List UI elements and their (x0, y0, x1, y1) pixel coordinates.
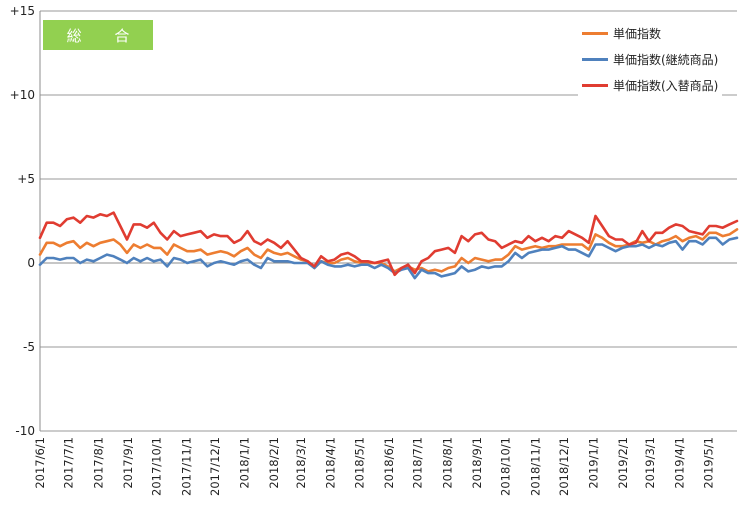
legend-item-unit-price-index: 単価指数 (582, 20, 718, 46)
x-tick-label: 2018/4/1 (324, 437, 338, 489)
x-tick-label: 2018/9/1 (470, 437, 484, 489)
x-tick-label: 2019/1/1 (587, 437, 601, 489)
gridlines (40, 10, 737, 432)
x-tick-label: 2018/11/1 (528, 437, 542, 496)
y-tick-label: -5 (23, 340, 35, 354)
x-tick-label: 2018/2/1 (267, 437, 281, 489)
x-tick-label: 2017/6/1 (33, 437, 47, 489)
x-tick-label: 2019/3/1 (643, 437, 657, 489)
y-tick-label: -10 (15, 424, 35, 438)
x-tick-label: 2018/1/1 (238, 437, 252, 489)
legend-label: 単価指数(継続商品) (613, 52, 719, 67)
x-tick-label: 2018/3/1 (294, 437, 308, 489)
y-tick-label: +10 (10, 88, 35, 102)
x-tick-label: 2017/9/1 (121, 437, 135, 489)
x-tick-label: 2019/4/1 (673, 437, 687, 489)
x-tick-label: 2017/12/1 (208, 437, 222, 496)
x-tick-label: 2019/5/1 (701, 437, 715, 489)
legend-item-continuing-products: 単価指数(継続商品) (582, 46, 718, 72)
x-tick-label: 2017/8/1 (91, 437, 105, 489)
series-lines (38, 211, 739, 280)
legend-label: 単価指数 (613, 26, 662, 41)
legend-swatch (582, 31, 608, 35)
x-tick-label: 2018/10/1 (499, 437, 513, 496)
legend-swatch (582, 83, 608, 87)
x-tick-label: 2018/6/1 (382, 437, 396, 489)
x-tick-label: 2017/10/1 (150, 437, 164, 496)
legend-swatch (582, 57, 608, 61)
x-tick-label: 2019/2/1 (616, 437, 630, 489)
y-tick-label: 0 (27, 256, 35, 270)
x-tick-label: 2017/11/1 (179, 437, 193, 496)
y-axis: +15 +10 +5 0 -5 -10 (10, 4, 41, 438)
series-line-0 (38, 228, 739, 273)
x-tick-label: 2018/7/1 (411, 437, 425, 489)
legend: 単価指数 単価指数(継続商品) 単価指数(入替商品) (578, 18, 723, 102)
x-tick-label: 2017/7/1 (62, 437, 76, 489)
legend-item-replaced-products: 単価指数(入替商品) (582, 72, 718, 98)
x-tick-label: 2018/12/1 (557, 437, 571, 496)
x-tick-label: 2018/5/1 (352, 437, 366, 489)
x-tick-label: 2018/8/1 (440, 437, 454, 489)
x-axis: 2017/6/1 2017/7/1 2017/8/1 2017/9/1 2017/10/… (33, 437, 715, 496)
y-tick-label: +15 (10, 4, 35, 18)
category-badge: 総 合 (43, 20, 153, 50)
series-line-2 (38, 211, 739, 277)
y-tick-label: +5 (17, 172, 35, 186)
series-line-1 (38, 236, 739, 280)
legend-label: 単価指数(入替商品) (613, 78, 719, 93)
